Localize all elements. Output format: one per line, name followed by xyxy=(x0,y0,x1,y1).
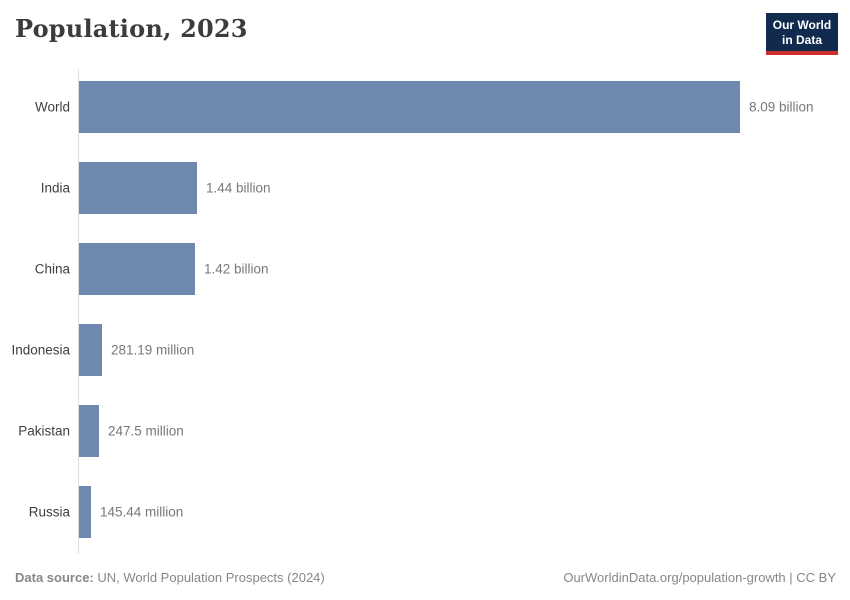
owid-logo[interactable]: Our World in Data xyxy=(766,13,838,56)
value-label: 281.19 million xyxy=(111,342,195,358)
category-label: Pakistan xyxy=(18,423,70,439)
value-label: 1.42 billion xyxy=(204,261,269,277)
y-axis-line xyxy=(78,69,79,554)
category-label: Indonesia xyxy=(11,342,70,358)
value-label: 1.44 billion xyxy=(206,180,271,196)
data-source-label: Data source: xyxy=(15,570,94,585)
value-label: 145.44 million xyxy=(100,504,184,520)
value-label: 8.09 billion xyxy=(749,99,814,115)
category-label: Russia xyxy=(28,504,70,520)
category-label: World xyxy=(34,99,70,115)
bar[interactable] xyxy=(79,486,91,538)
category-label: India xyxy=(40,180,70,196)
bar[interactable] xyxy=(79,324,102,376)
value-label: 247.5 million xyxy=(108,423,184,439)
data-source-note: Data source: UN, World Population Prospe… xyxy=(15,570,325,585)
bar[interactable] xyxy=(79,162,197,214)
owid-logo-text-line2: in Data xyxy=(781,32,822,47)
chart-footer: Data source: UN, World Population Prospe… xyxy=(15,570,836,585)
bar[interactable] xyxy=(79,243,195,295)
bar[interactable] xyxy=(79,81,740,133)
data-source-text: UN, World Population Prospects (2024) xyxy=(93,570,325,585)
owid-logo-text-line1: Our World xyxy=(772,18,832,32)
category-label: China xyxy=(34,261,70,277)
bar[interactable] xyxy=(79,405,99,457)
page-title: Population, 2023 xyxy=(15,14,248,43)
owid-url-link[interactable]: OurWorldinData.org/population-growth | C… xyxy=(563,570,836,585)
